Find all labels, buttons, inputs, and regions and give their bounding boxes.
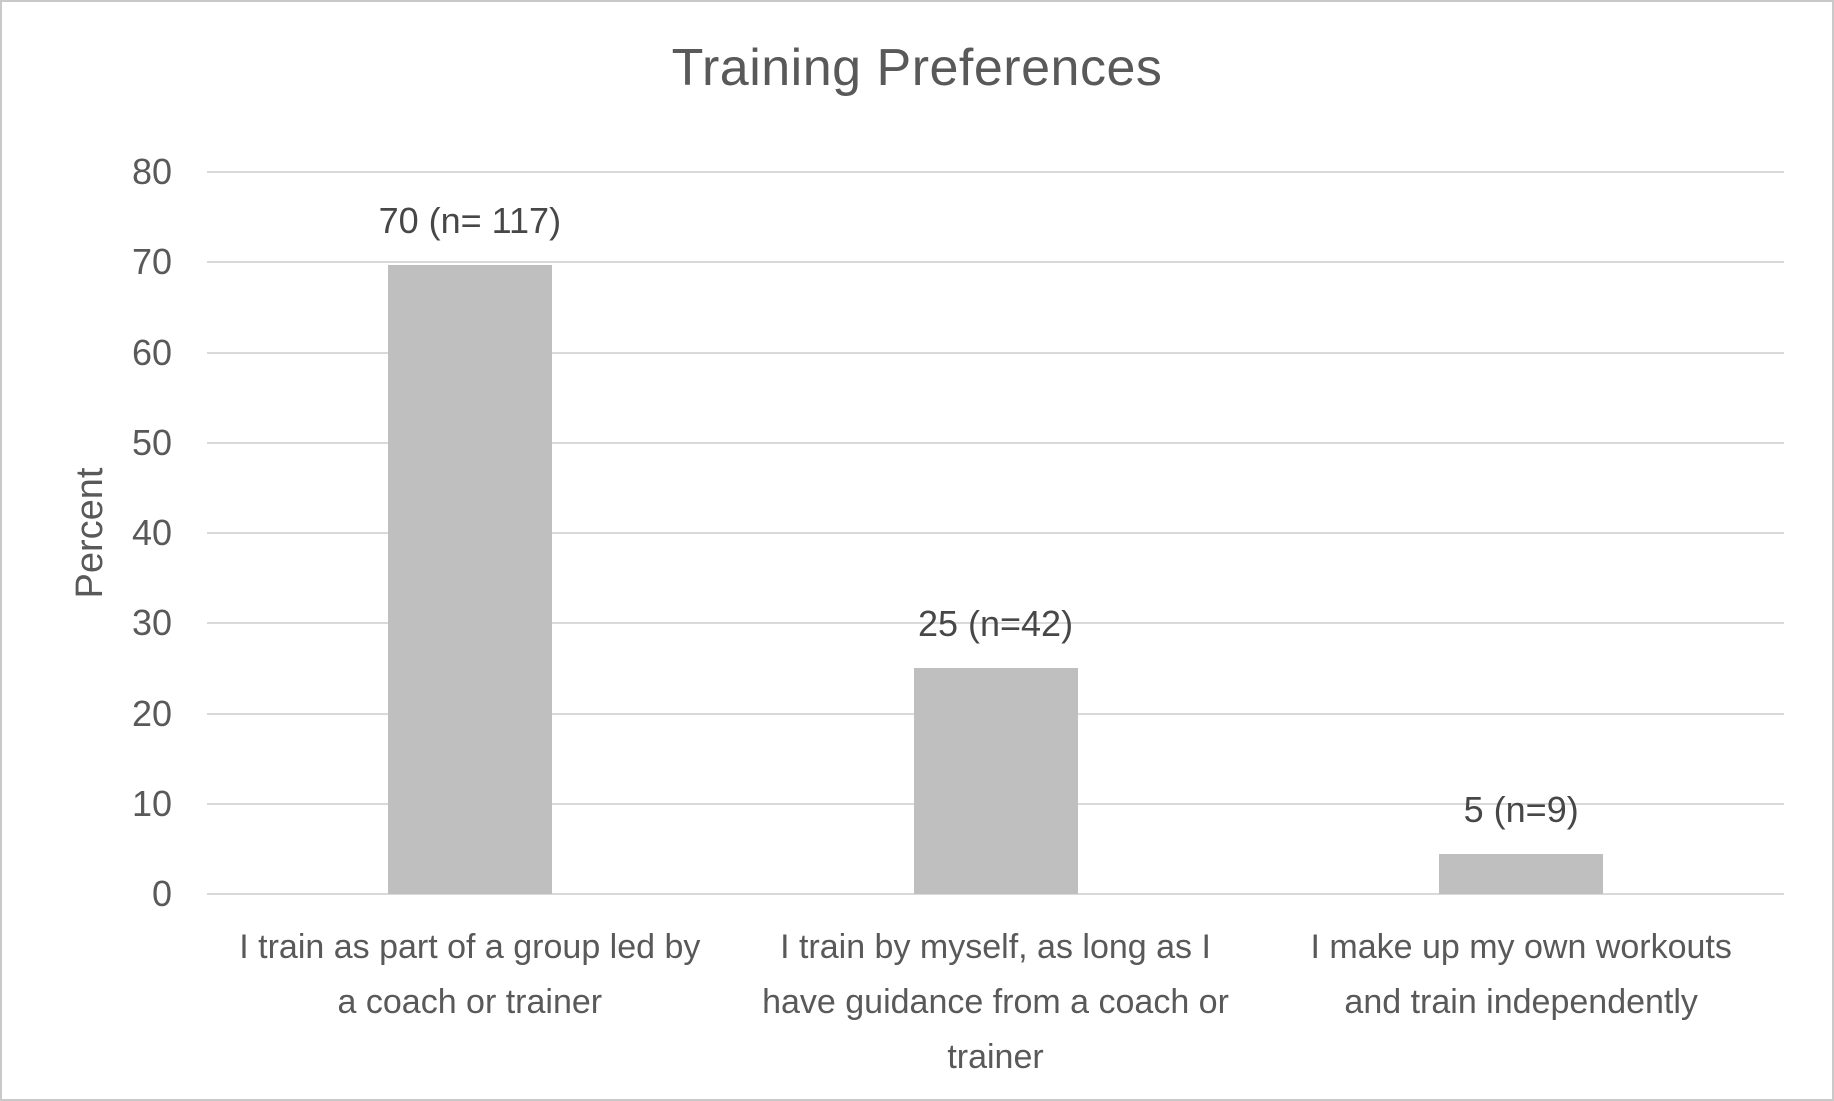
bar-series: 70 (n= 117) 25 (n=42) 5 (n=9): [207, 172, 1784, 894]
y-tick-label: 30: [131, 602, 172, 644]
gridline: [207, 261, 1784, 264]
gridline: [207, 622, 1784, 625]
y-tick-label: 20: [131, 692, 172, 734]
chart-title: Training Preferences: [671, 39, 1163, 97]
gridline: [207, 171, 1784, 173]
y-tick-label: 40: [131, 512, 172, 553]
y-tick-label: 50: [131, 421, 172, 463]
gridline: [207, 532, 1784, 534]
plot-area: 70 (n= 117) 25 (n=42) 5 (n=9): [207, 171, 1784, 895]
gridline: [207, 351, 1784, 354]
bar: [387, 264, 552, 894]
y-axis-tick-labels: 80 70 60 50 40 30 20 10 0: [62, 2, 172, 1099]
gridline: [207, 441, 1784, 444]
x-category-label: I train as part of a group led by a coac…: [239, 928, 701, 1021]
x-axis-category-labels: I train as part of a group led by a coac…: [207, 920, 1784, 1085]
data-label: 70 (n= 117): [378, 199, 562, 241]
y-tick-label: 70: [131, 241, 172, 283]
bar-group-independent: 5 (n=9): [1258, 172, 1784, 894]
y-tick-label: 60: [131, 331, 172, 373]
data-label: 5 (n=9): [1463, 789, 1579, 831]
data-label: 25 (n=42): [917, 603, 1074, 645]
y-tick-label: 10: [131, 782, 172, 824]
bar-group-self-with-guidance: 25 (n=42): [733, 172, 1259, 894]
x-axis-line: [207, 893, 1784, 895]
y-tick-label: 0: [151, 873, 172, 914]
bar: [913, 668, 1078, 894]
x-category-label: I train by myself, as long as I have gui…: [762, 928, 1229, 1076]
x-category-label: I make up my own workouts and train inde…: [1310, 928, 1732, 1021]
bar-group-group-training: 70 (n= 117): [207, 172, 733, 894]
bar: [1439, 854, 1604, 894]
y-tick-label: 80: [131, 151, 172, 192]
